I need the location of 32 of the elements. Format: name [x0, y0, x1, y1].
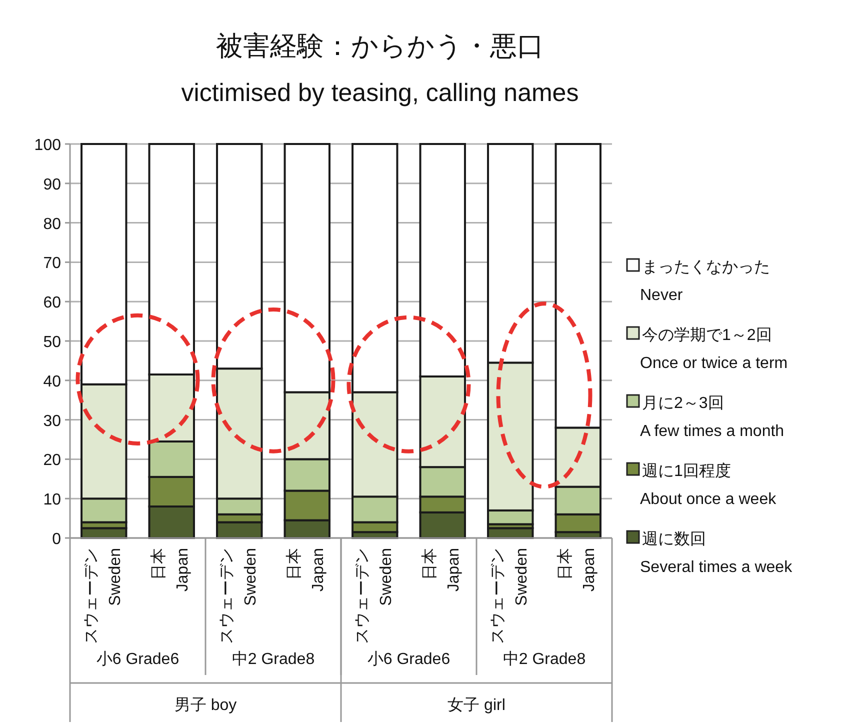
y-tick-label: 20	[43, 452, 62, 470]
y-tick-label: 100	[34, 137, 62, 154]
y-tick-label: 30	[43, 412, 62, 430]
y-tick-label: 10	[43, 492, 62, 509]
text: 中2 Grade8	[502, 650, 586, 668]
x-tick-label: 日本 Japan	[285, 548, 328, 592]
legend-label: 週に1回程度 About once a week	[640, 462, 778, 508]
x-tick-label: スウェーデン Sweden	[354, 548, 395, 644]
text: 中2 Grade8	[232, 650, 315, 668]
y-tick-label: 60	[43, 294, 62, 312]
x-tick-label: スウェーデン Sweden	[489, 548, 530, 644]
text: 小6 Grade6	[367, 650, 450, 668]
y-tick-label: 50	[43, 334, 62, 351]
y-tick-label: 0	[52, 531, 62, 548]
x-tick-label: 日本 Japan	[150, 548, 192, 592]
chart-title: 被害経験：からかう・悪口	[216, 31, 544, 61]
legend-label: 月に2～3回 A few times a month	[640, 395, 784, 440]
text: 女子 girl	[448, 697, 506, 714]
legend-label: 今の学期で1～2回 Once or twice a term	[640, 326, 788, 372]
x-tick-label: 日本 Japan	[556, 548, 598, 592]
chart-subtitle: victimised by teasing, calling names	[181, 79, 579, 107]
x-tick-label: スウェーデン Sweden	[82, 548, 124, 644]
y-tick-label: 80	[43, 216, 62, 233]
text: 男子 boy	[174, 697, 237, 714]
y-tick-label: 40	[43, 373, 62, 390]
text: 小6 Grade6	[96, 650, 180, 668]
y-tick-label: 70	[43, 255, 62, 272]
legend-label: まったくなかった Never	[640, 259, 770, 304]
y-tick-label: 90	[43, 176, 62, 194]
x-tick-label: スウェーデン Sweden	[218, 548, 260, 644]
x-tick-label: 日本 Japan	[420, 548, 463, 592]
legend-label: 週に数回 Several times a week	[640, 531, 794, 576]
